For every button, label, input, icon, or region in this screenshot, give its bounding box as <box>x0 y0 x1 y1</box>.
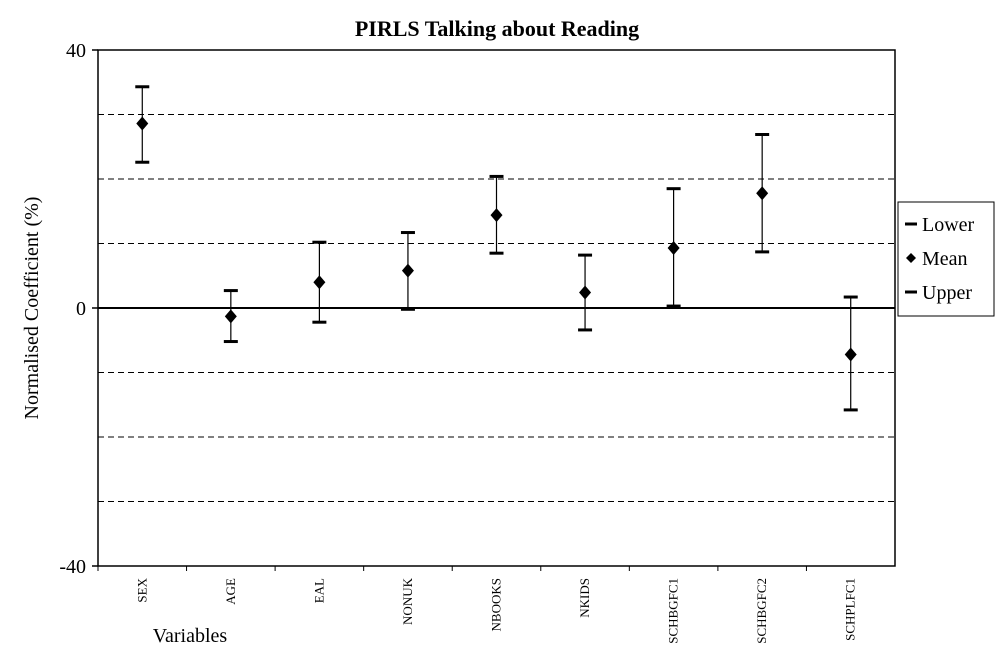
x-tick-label: NBOOKS <box>489 578 504 631</box>
mean-marker <box>844 347 857 362</box>
mean-marker <box>490 208 503 223</box>
mean-marker <box>667 241 680 256</box>
legend-label: Upper <box>922 282 972 304</box>
legend-mean-marker <box>906 253 916 263</box>
x-tick-label: SEX <box>134 577 149 602</box>
mean-marker <box>579 285 592 300</box>
x-axis-ticks: SEX AGE EAL NONUK NBOOKS NKIDS SCHBGFC1 SCHBGFC… <box>97 566 858 644</box>
mean-marker <box>401 263 414 278</box>
x-tick-label: SCHPLFC1 <box>843 578 858 641</box>
y-tick-label: 40 <box>66 40 86 62</box>
x-tick-label: EAL <box>311 578 326 603</box>
mean-marker <box>313 275 326 290</box>
y-axis-label: Normalised Coefficient (%) <box>21 197 43 420</box>
y-tick-label: 0 <box>76 298 86 320</box>
mean-marker <box>224 309 237 324</box>
legend: Lower Mean Upper <box>897 201 995 317</box>
x-tick-label: SCHBGFC1 <box>666 578 681 644</box>
error-bars <box>135 85 858 412</box>
y-axis-ticks: 40 0 -40 <box>59 40 98 578</box>
y-tick-label: -40 <box>59 556 86 578</box>
x-tick-label: NONUK <box>400 577 415 625</box>
chart-title: PIRLS Talking about Reading <box>355 16 639 41</box>
x-axis-label: Variables <box>153 625 228 647</box>
x-tick-label: AGE <box>223 578 238 605</box>
x-tick-label: NKIDS <box>577 578 592 618</box>
legend-label: Lower <box>922 214 975 236</box>
x-tick-label: SCHBGFC2 <box>754 578 769 644</box>
mean-marker <box>756 186 769 201</box>
mean-marker <box>136 116 149 131</box>
legend-label: Mean <box>922 248 968 270</box>
